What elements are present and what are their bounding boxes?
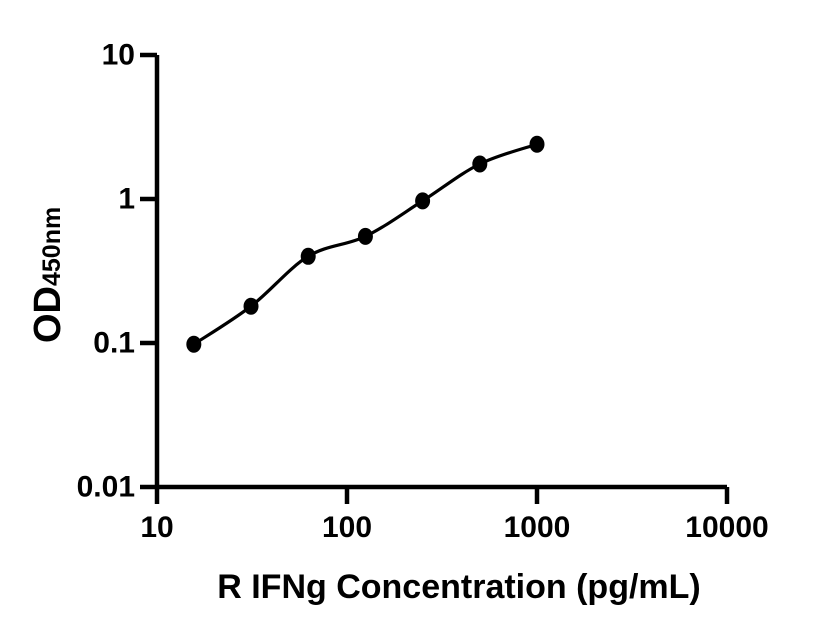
- data-point-marker: [529, 135, 545, 153]
- data-point-marker: [415, 192, 431, 210]
- y-tick-label: 0.1: [93, 327, 135, 360]
- data-point-marker: [243, 297, 259, 315]
- y-tick-label: 0.01: [77, 471, 135, 504]
- y-tick-label: 1: [118, 183, 135, 216]
- x-axis-title: R IFNg Concentration (pg/mL): [217, 568, 701, 606]
- data-point-marker: [186, 335, 202, 353]
- y-axis-title-subscript: 450nm: [38, 207, 66, 286]
- x-tick-label: 1000: [504, 511, 571, 544]
- y-axis-title: OD450nm: [27, 207, 69, 343]
- x-tick-label: 100: [322, 511, 372, 544]
- data-point-marker: [357, 227, 373, 245]
- y-tick-label: 10: [102, 39, 135, 72]
- x-tick-label: 10: [140, 511, 173, 544]
- data-point-marker: [472, 155, 488, 173]
- data-point-marker: [300, 247, 316, 265]
- x-tick-label: 10000: [685, 511, 768, 544]
- y-axis-title-main: OD: [27, 286, 69, 343]
